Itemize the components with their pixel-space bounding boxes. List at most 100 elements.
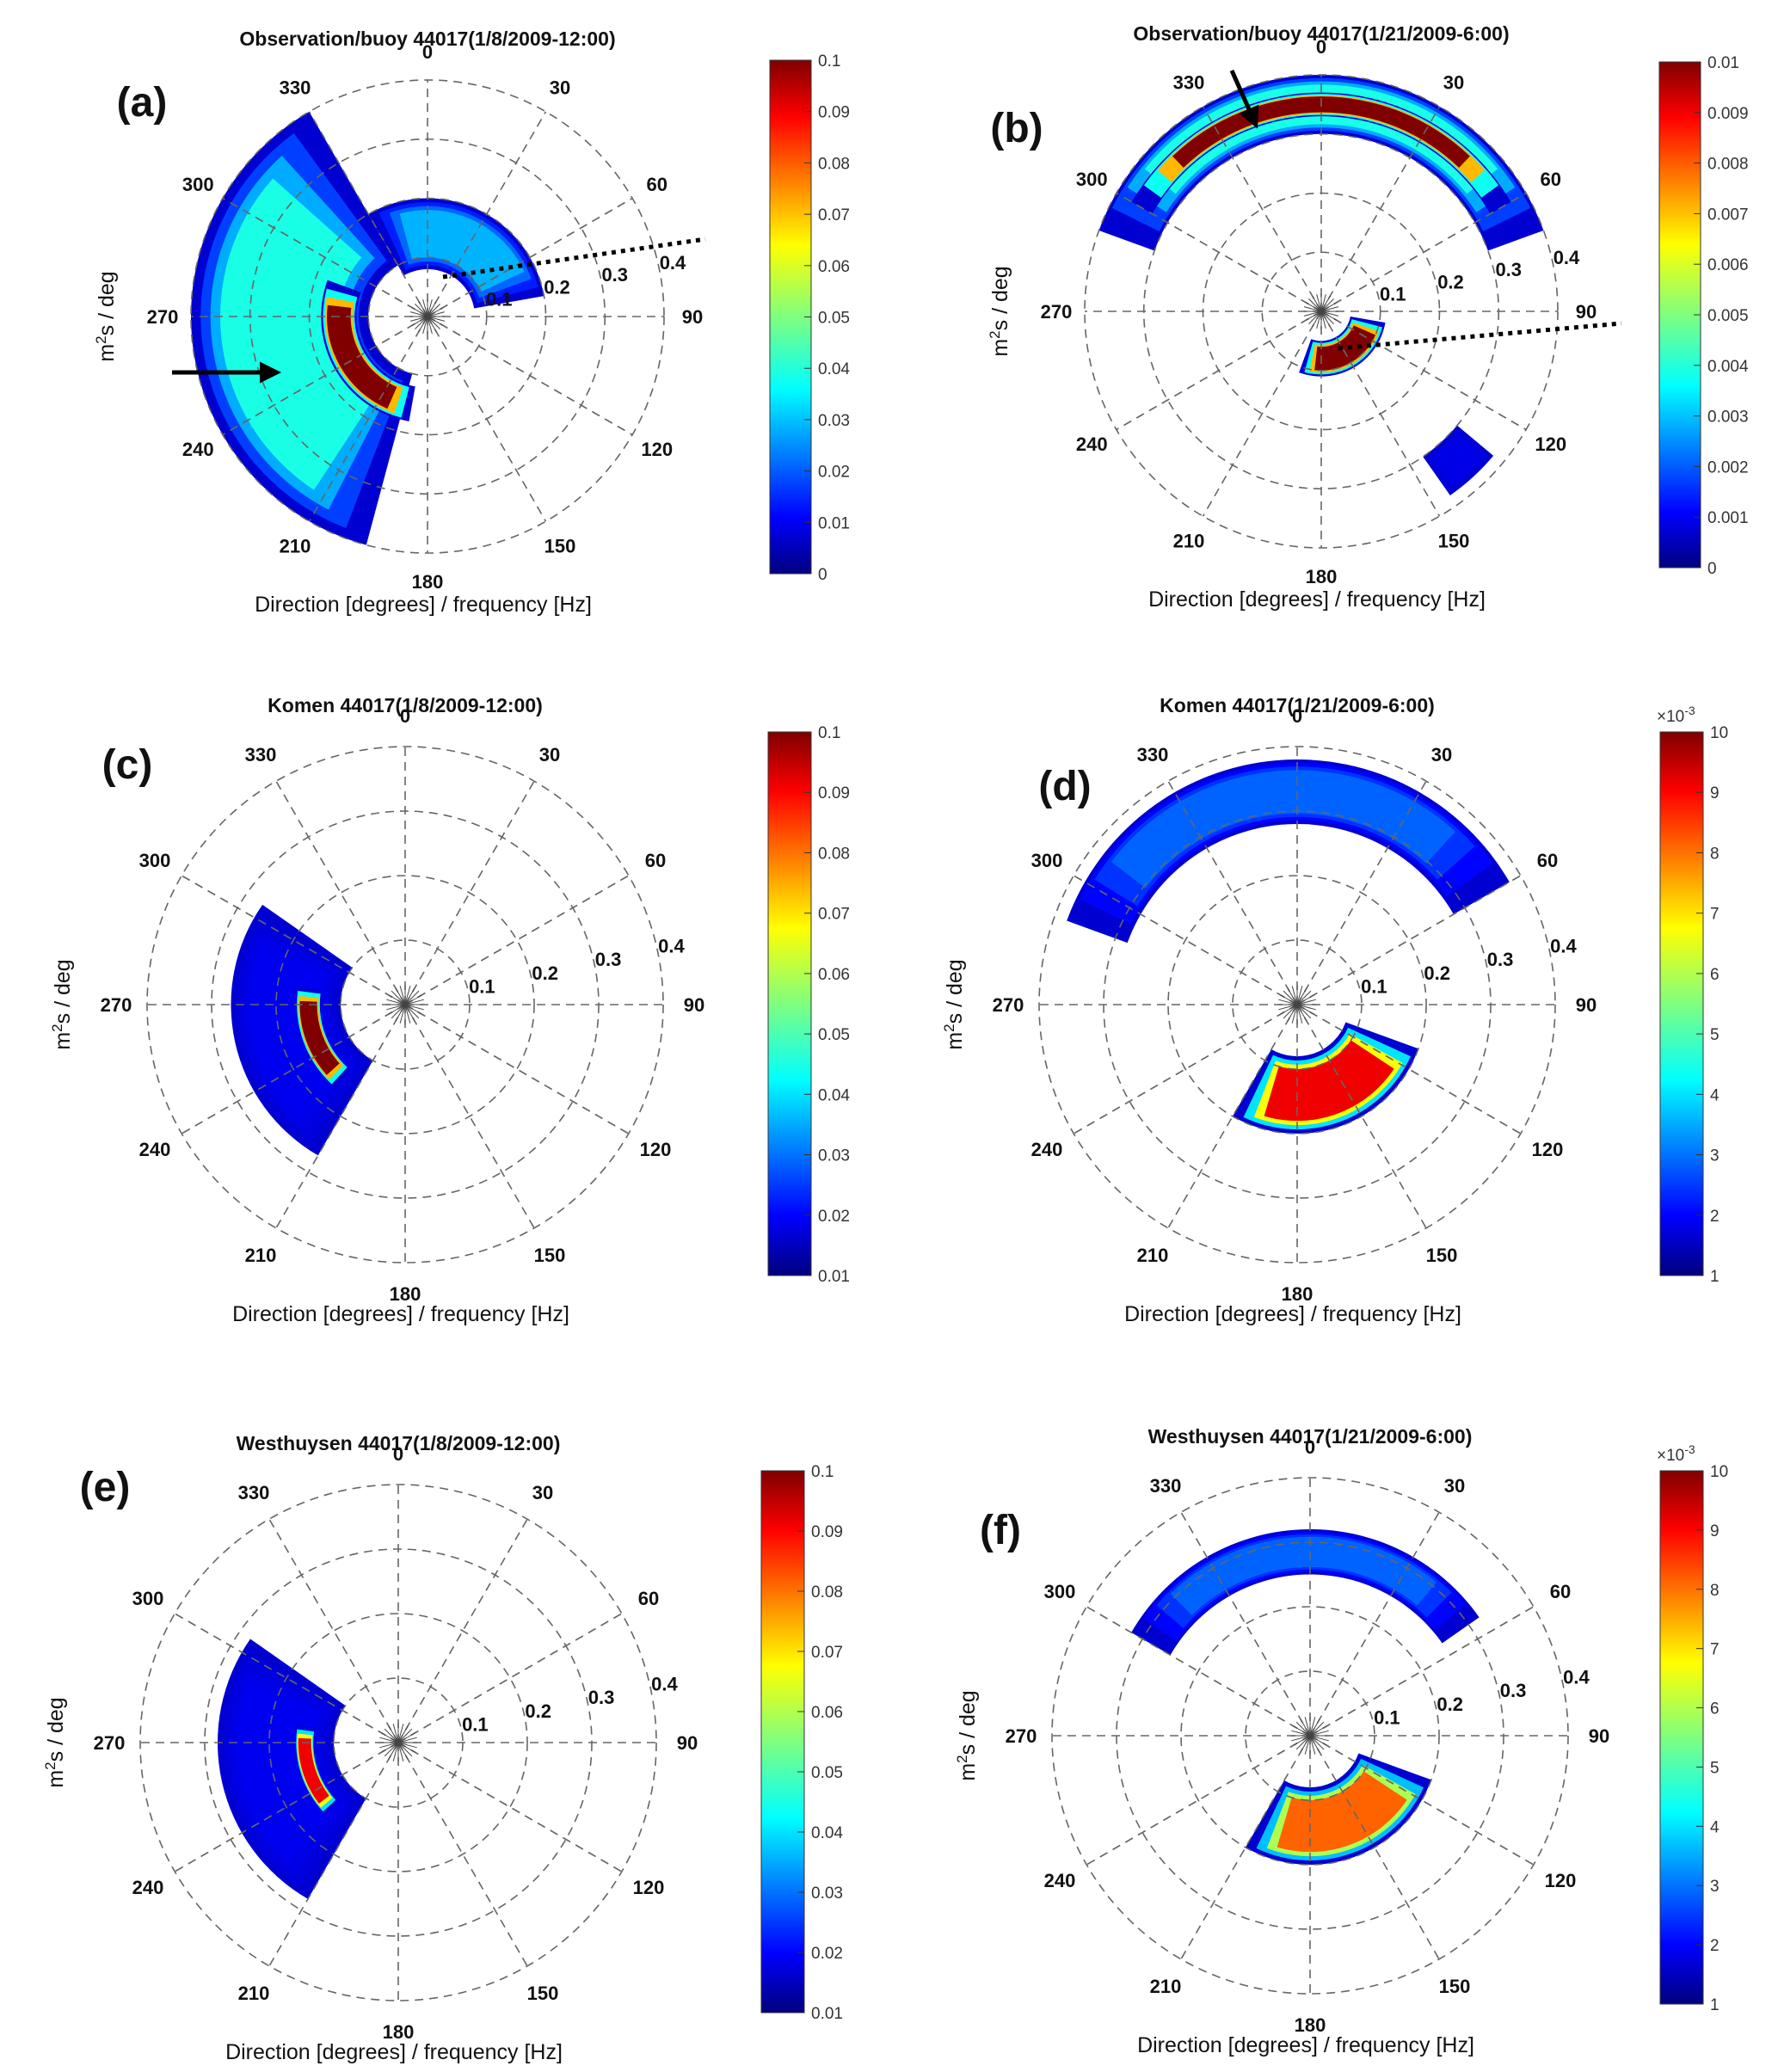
x-axis-label: Direction [degrees] / frequency [Hz] — [232, 1302, 569, 1326]
grid-spoke — [1202, 106, 1322, 312]
polar-grid — [1084, 74, 1559, 549]
grid-spoke — [1296, 875, 1522, 1005]
colorbar-tick-label: 4 — [1710, 1818, 1720, 1836]
colorbar-tick-label: 0.04 — [818, 360, 850, 378]
grid-center — [1316, 293, 1322, 312]
colorbar-tick-label: 5 — [1710, 1026, 1720, 1044]
energy-regions — [190, 111, 544, 545]
grid-circle — [268, 1613, 528, 1872]
grid-spoke — [427, 316, 633, 436]
grid-spoke — [397, 1613, 623, 1743]
grid-center — [379, 1737, 399, 1743]
direction-tick-label: 210 — [238, 1983, 270, 2004]
colorbar-tick-label: 9 — [1710, 1522, 1720, 1540]
grid-center — [427, 316, 433, 335]
grid-center — [381, 1732, 399, 1743]
grid-center — [1316, 310, 1322, 329]
direction-tick-label: 150 — [534, 1245, 566, 1266]
grid-center — [1320, 310, 1339, 317]
colorbar-tick-label: 10 — [1710, 724, 1728, 742]
chart-panel-c: Komen 44017(1/8/2009-12:00)0 30 60 90 120 150… — [49, 694, 851, 1326]
grid-center — [1283, 990, 1298, 1005]
grid-spoke — [1202, 310, 1322, 517]
grid-center — [397, 1742, 409, 1760]
y-axis-label: m2s / deg — [941, 959, 968, 1049]
chart-title: Komen 44017(1/8/2009-12:00) — [268, 694, 543, 716]
y-axis-label: m2s / deg — [954, 1690, 981, 1780]
direction-tick-label: 330 — [1173, 71, 1205, 93]
grid-center — [1320, 298, 1334, 312]
frequency-tick-label: 0.4 — [651, 1674, 678, 1695]
grid-center — [1305, 302, 1322, 312]
grid-center — [427, 307, 444, 317]
grid-circle — [1167, 875, 1427, 1134]
colorbar: 1 2 3 4 5 6 7 8 9 10 ×10-3 — [1657, 704, 1728, 1286]
colorbar-tick-label: 0.02 — [818, 464, 850, 482]
direction-tick-label: 120 — [640, 1139, 672, 1160]
grid-center — [395, 1004, 406, 1022]
grid-center — [388, 1004, 406, 1015]
colorbar-tick-label: 0.08 — [818, 845, 850, 863]
grid-center — [1320, 310, 1326, 329]
annotation-arrow — [1229, 69, 1259, 129]
x-axis-label: Direction [degrees] / frequency [Hz] — [1148, 587, 1486, 612]
grid-center — [1309, 1735, 1329, 1742]
grid-center — [388, 994, 406, 1005]
grid-center — [1320, 306, 1339, 312]
grid-center — [404, 1004, 411, 1024]
x-axis-label: Direction [degrees] / frequency [Hz] — [255, 593, 592, 617]
x-axis-label: Direction [degrees] / frequency [Hz] — [1137, 2033, 1474, 2057]
colorbar-gradient — [767, 731, 812, 1276]
grid-center — [1309, 1735, 1320, 1753]
grid-center — [1309, 1735, 1316, 1755]
polar-grid — [190, 79, 665, 554]
chart-title: Observation/buoy 44017(1/8/2009-12:00) — [239, 28, 615, 50]
chart-title: Westhuysen 44017(1/21/2009-6:00) — [1148, 1425, 1473, 1448]
energy-regions — [231, 904, 373, 1156]
direction-tick-label: 240 — [132, 1877, 164, 1898]
grid-center — [397, 1732, 415, 1743]
grid-center — [1304, 1735, 1311, 1755]
colorbar-tick-label: 0.08 — [818, 155, 850, 173]
grid-center — [397, 1742, 413, 1757]
direction-tick-label: 270 — [94, 1732, 126, 1754]
energy-regions — [1067, 759, 1510, 1134]
colorbar-tick-label: 0 — [1707, 560, 1717, 578]
frequency-tick-label: 0.4 — [658, 936, 685, 957]
grid-spoke — [1320, 310, 1527, 431]
grid-circle — [1180, 1606, 1440, 1866]
grid-center — [386, 999, 406, 1005]
direction-tick-label: 150 — [544, 536, 576, 557]
grid-spoke — [1309, 1606, 1535, 1737]
grid-center — [418, 300, 428, 317]
energy-contour — [327, 304, 397, 409]
grid-center — [427, 316, 444, 326]
grid-center — [1296, 1004, 1314, 1015]
grid-center — [379, 1742, 399, 1749]
grid-center — [388, 1742, 399, 1760]
direction-tick-label: 180 — [1282, 1283, 1314, 1305]
grid-center — [427, 316, 440, 329]
colorbar: 0.01 0.02 0.03 0.04 0.05 0.06 0.07 0.08 0.09 0.1 — [760, 1463, 843, 2023]
colorbar-tick-label: 0.06 — [818, 966, 850, 984]
chart-title: Westhuysen 44017(1/8/2009-12:00) — [237, 1432, 561, 1454]
direction-tick-label: 120 — [1545, 1870, 1577, 1891]
frequency-tick-label: 0.2 — [544, 276, 570, 298]
frequency-tick-label: 0.3 — [1495, 259, 1522, 280]
frequency-tick-label: 0.4 — [660, 252, 686, 274]
colorbar-multiplier: ×10-3 — [1657, 1442, 1695, 1465]
grid-spoke — [427, 111, 547, 317]
grid-center — [404, 1004, 415, 1022]
grid-center — [1278, 999, 1298, 1005]
direction-tick-label: 90 — [1589, 1725, 1609, 1747]
direction-tick-label: 150 — [1426, 1245, 1458, 1266]
colorbar-tick-label: 0.07 — [818, 906, 850, 924]
chart-panel-f: Westhuysen 44017(1/21/2009-6:00)0 30 60 90 1… — [954, 1425, 1729, 2057]
frequency-tick-label: 0.1 — [462, 1713, 489, 1735]
grid-center — [1287, 1004, 1298, 1022]
grid-center — [427, 298, 433, 317]
colorbar: 0 0.001 0.002 0.003 0.004 0.005 0.006 0.007 0.00… — [1658, 54, 1749, 578]
grid-spoke — [1116, 310, 1322, 431]
grid-circle — [1038, 746, 1556, 1263]
grid-center — [427, 300, 437, 317]
